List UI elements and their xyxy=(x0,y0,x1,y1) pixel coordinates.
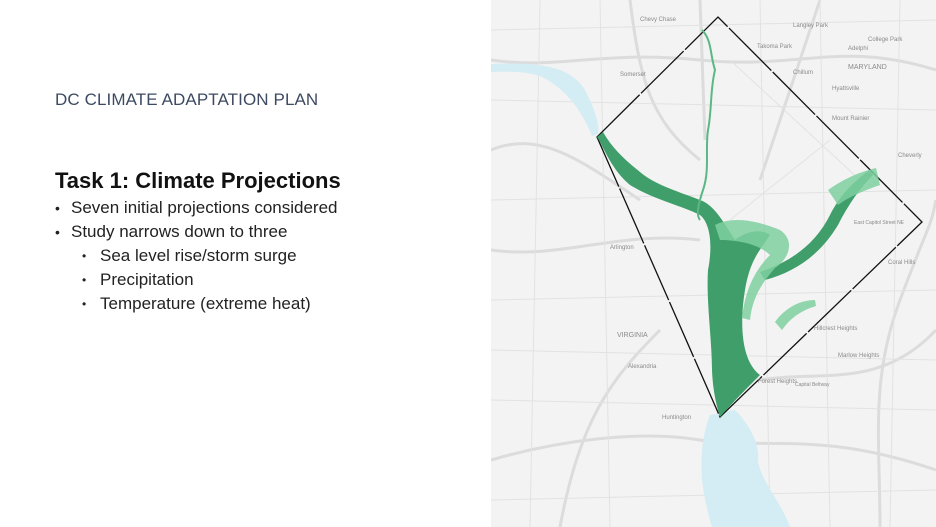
map-label: Capital Beltway xyxy=(795,382,830,388)
sub-bullet-item: Precipitation xyxy=(82,268,311,292)
sub-bullet-item: Temperature (extreme heat) xyxy=(82,292,311,316)
task-title: Task 1: Climate Projections xyxy=(55,168,341,193)
sub-bullet-list: Sea level rise/storm surge Precipitation… xyxy=(82,244,311,316)
potomac-river-upper xyxy=(491,63,599,136)
slide-text-panel: DC CLIMATE ADAPTATION PLAN Task 1: Clima… xyxy=(0,0,491,527)
map-label: Hillcrest Heights xyxy=(814,326,857,332)
sub-bullet-item: Sea level rise/storm surge xyxy=(82,244,311,268)
flood-zone-dark xyxy=(597,132,770,417)
map-label: Langley Park xyxy=(793,23,829,29)
map-label: Cheverly xyxy=(898,153,922,159)
map-label: VIRGINIA xyxy=(617,332,648,339)
map-label: Forest Heights xyxy=(758,379,797,385)
potomac-river-lower xyxy=(701,410,790,527)
map-label: Alexandria xyxy=(628,364,657,370)
map-label: East Capitol Street NE xyxy=(854,220,905,226)
plan-title: DC CLIMATE ADAPTATION PLAN xyxy=(55,90,319,109)
flood-zone-light xyxy=(715,220,790,320)
bullet-item: Seven initial projections considered xyxy=(55,196,338,220)
flood-zone-light-east xyxy=(775,168,880,330)
dc-flood-map: Chevy Chase Langley Park Takoma Park Col… xyxy=(491,0,936,527)
map-label: Huntington xyxy=(662,415,691,421)
map-label: Marlow Heights xyxy=(838,353,879,359)
map-label: College Park xyxy=(868,37,903,43)
map-label: Chevy Chase xyxy=(640,17,677,23)
map-label: MARYLAND xyxy=(848,64,887,71)
bullet-item: Study narrows down to three xyxy=(55,220,338,244)
rock-creek xyxy=(696,29,717,221)
map-label: Takoma Park xyxy=(757,44,793,50)
dc-boundary xyxy=(596,16,923,419)
map-label: Mount Rainier xyxy=(832,116,869,122)
map-label: Adelphi xyxy=(848,46,868,52)
bullet-list: Seven initial projections considered Stu… xyxy=(55,196,338,244)
map-label: Arlington xyxy=(610,245,634,251)
map-labels: Chevy Chase Langley Park Takoma Park Col… xyxy=(610,17,922,421)
map-label: Coral Hills xyxy=(888,260,915,266)
map-label: Chillum xyxy=(793,70,813,76)
map-label: Hyattsville xyxy=(832,86,860,92)
map-label: Somerset xyxy=(620,72,646,78)
